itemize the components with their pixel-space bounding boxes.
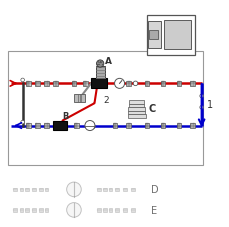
Bar xyxy=(53,82,58,86)
Bar xyxy=(53,121,67,131)
Bar xyxy=(129,101,143,104)
Bar xyxy=(108,188,112,191)
Bar xyxy=(147,22,160,49)
Bar xyxy=(102,208,106,212)
Bar xyxy=(160,124,164,128)
Text: E: E xyxy=(151,205,157,215)
Bar xyxy=(8,52,202,166)
Circle shape xyxy=(96,61,103,68)
Bar xyxy=(128,108,144,111)
Bar xyxy=(25,208,29,212)
Bar xyxy=(115,208,119,212)
Bar xyxy=(189,124,194,128)
Bar xyxy=(74,95,85,103)
Circle shape xyxy=(114,79,124,89)
Bar xyxy=(45,208,48,212)
Bar xyxy=(90,124,94,128)
Bar xyxy=(39,208,43,212)
Bar xyxy=(176,82,180,86)
Bar xyxy=(39,188,43,191)
Bar xyxy=(44,124,49,128)
Bar xyxy=(131,188,134,191)
Circle shape xyxy=(66,182,81,197)
Bar xyxy=(163,20,191,50)
Text: B: B xyxy=(62,111,69,120)
Bar xyxy=(126,124,130,128)
Bar xyxy=(97,188,101,191)
Bar xyxy=(126,82,130,86)
Text: C: C xyxy=(147,104,155,114)
Circle shape xyxy=(66,203,81,217)
Text: D: D xyxy=(151,185,158,195)
Bar xyxy=(20,188,23,191)
Circle shape xyxy=(21,121,24,124)
Bar xyxy=(44,82,49,86)
Bar xyxy=(91,79,106,89)
Bar xyxy=(13,188,16,191)
Circle shape xyxy=(199,95,203,98)
Bar xyxy=(74,124,78,128)
Circle shape xyxy=(85,121,95,131)
Bar xyxy=(26,82,30,86)
Circle shape xyxy=(199,106,203,110)
Bar xyxy=(149,31,158,40)
Bar xyxy=(176,124,180,128)
Bar xyxy=(128,104,144,108)
Bar xyxy=(35,82,40,86)
Bar xyxy=(26,124,30,128)
Bar xyxy=(115,188,119,191)
Bar xyxy=(112,124,117,128)
Bar xyxy=(108,208,112,212)
Bar xyxy=(35,124,40,128)
Bar xyxy=(53,124,58,128)
Bar xyxy=(32,188,36,191)
Bar xyxy=(83,82,87,86)
Text: A: A xyxy=(105,57,112,66)
Bar xyxy=(25,188,29,191)
Text: 1: 1 xyxy=(206,100,213,110)
Bar xyxy=(127,115,145,118)
Bar xyxy=(95,67,104,79)
Bar xyxy=(20,208,23,212)
Circle shape xyxy=(21,79,24,82)
Bar xyxy=(160,82,164,86)
Bar xyxy=(144,82,149,86)
Bar xyxy=(189,82,194,86)
Bar xyxy=(146,16,194,56)
Bar xyxy=(71,82,76,86)
Bar xyxy=(13,208,16,212)
Bar xyxy=(102,188,106,191)
Bar xyxy=(128,111,145,115)
Bar xyxy=(114,82,119,86)
Circle shape xyxy=(133,82,137,86)
Text: 2: 2 xyxy=(103,96,109,105)
Bar xyxy=(97,208,101,212)
Bar xyxy=(32,208,36,212)
Bar xyxy=(123,188,127,191)
Bar xyxy=(131,208,134,212)
Bar xyxy=(144,124,149,128)
Bar xyxy=(123,208,127,212)
Bar xyxy=(45,188,48,191)
